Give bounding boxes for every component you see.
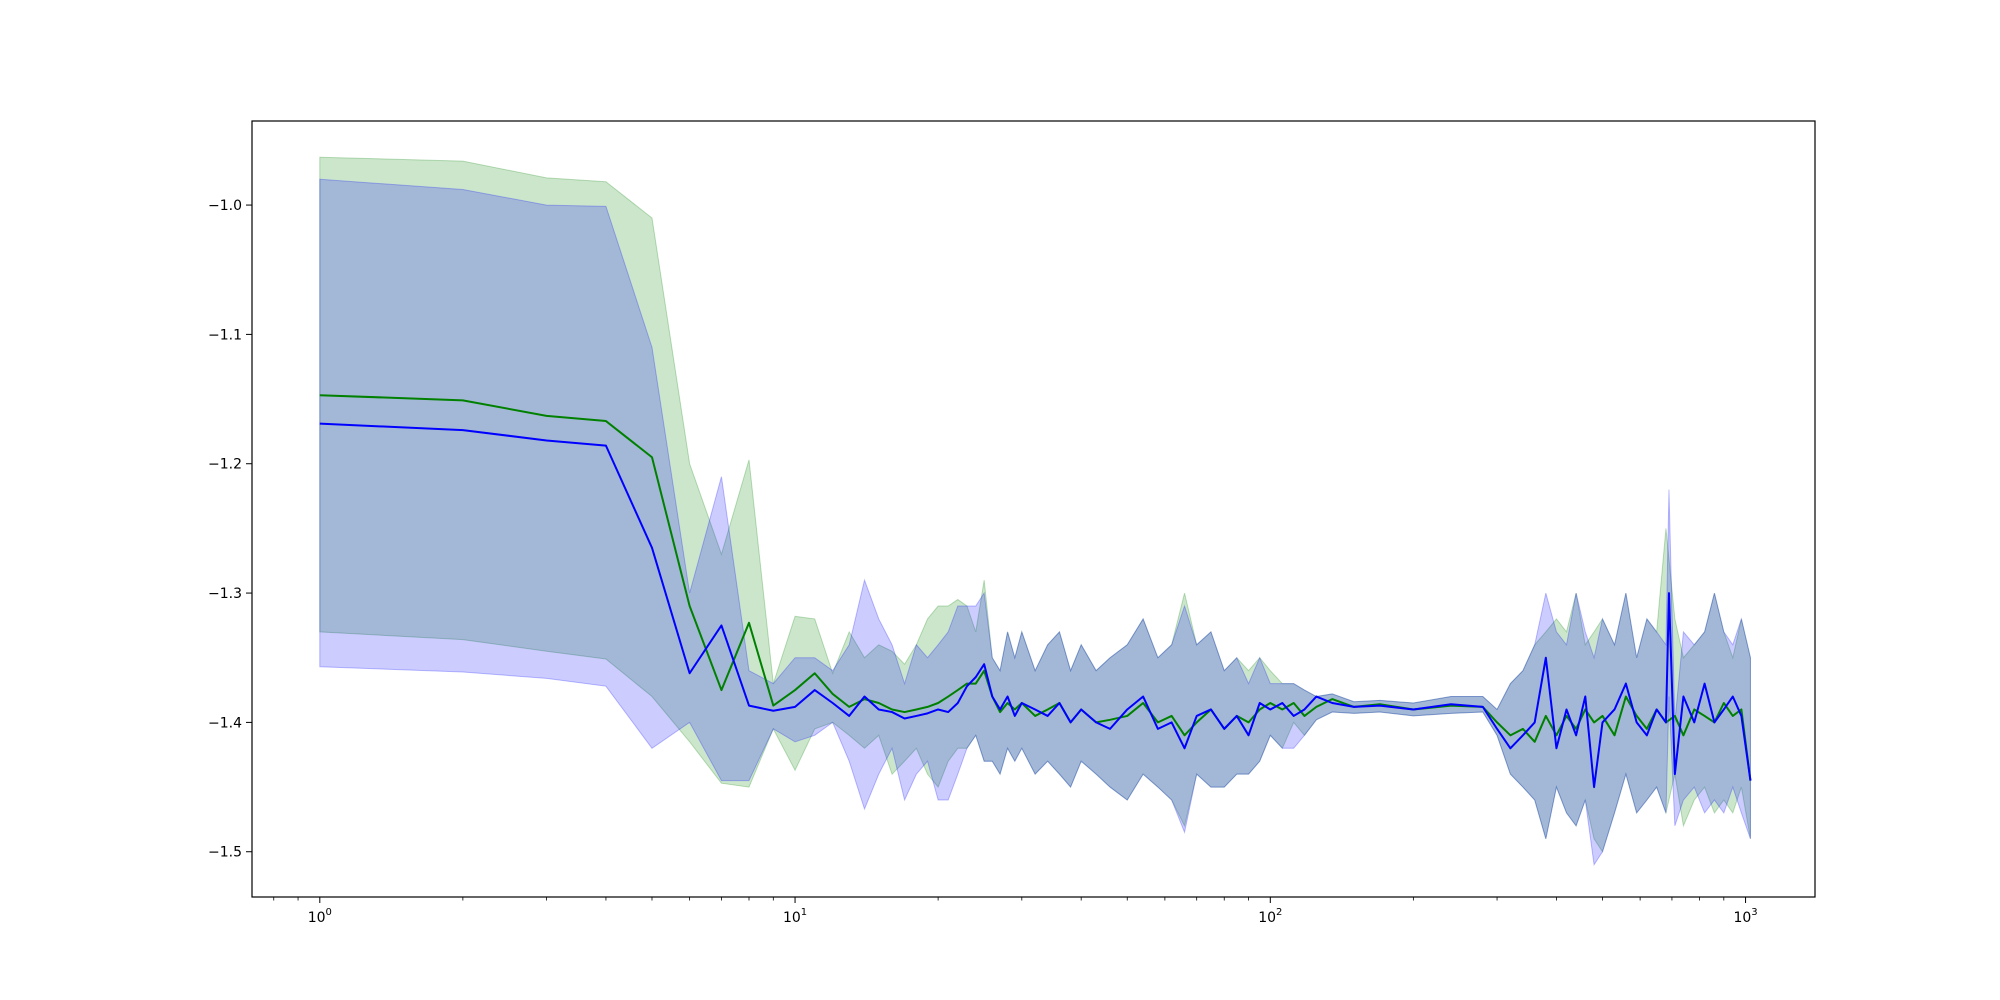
green-line [319, 394, 1752, 781]
x-axis: 100 101 102 103 [273, 897, 1758, 926]
plot-frame [251, 120, 1816, 898]
x-tick-label: 103 [1733, 907, 1757, 926]
y-tick-label: −1.4 [208, 715, 242, 731]
green-band [319, 156, 1751, 853]
y-tick-label: −1.3 [208, 586, 242, 602]
x-tick-label: 102 [1258, 907, 1282, 926]
blue-band [319, 178, 1751, 867]
y-tick-label: −1.0 [208, 198, 242, 214]
x-tick-label: 101 [783, 907, 807, 926]
x-tick-label: 100 [308, 907, 332, 926]
y-axis: −1.0 −1.1 −1.2 −1.3 −1.4 −1.5 [208, 198, 252, 861]
blue-line [319, 422, 1752, 789]
y-tick-label: −1.5 [208, 845, 242, 861]
y-tick-label: −1.1 [208, 327, 242, 343]
y-tick-label: −1.2 [208, 457, 242, 473]
confidence-bands [319, 156, 1751, 867]
series-lines [319, 394, 1752, 789]
